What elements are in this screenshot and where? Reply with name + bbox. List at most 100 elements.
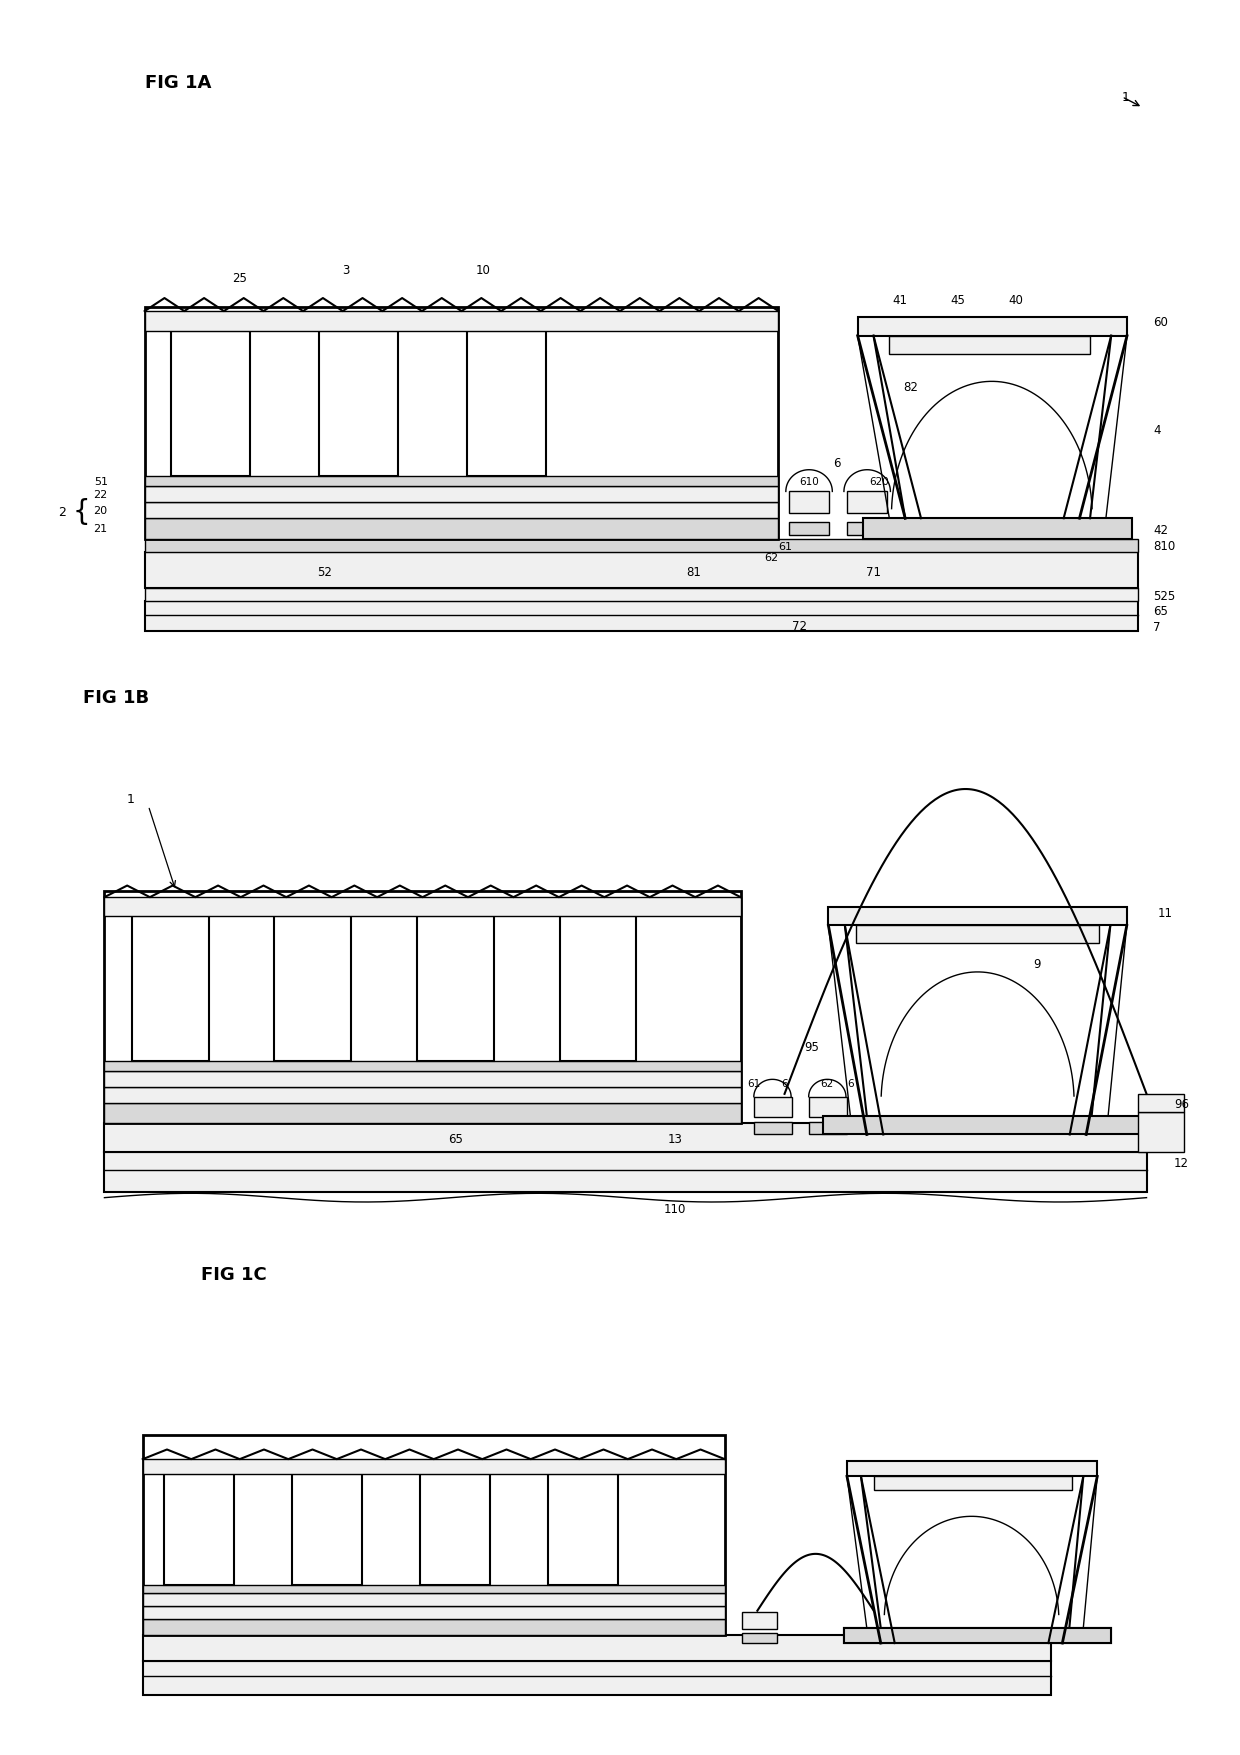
Text: 10: 10 — [475, 263, 490, 277]
Bar — [808, 1097, 847, 1118]
Text: 41: 41 — [893, 293, 908, 307]
Text: {: { — [72, 498, 91, 526]
Bar — [291, 1474, 362, 1585]
Bar — [104, 892, 740, 1123]
Bar — [847, 1462, 1097, 1476]
Bar — [823, 1116, 1141, 1135]
Bar — [145, 539, 1137, 553]
Text: 61: 61 — [748, 1078, 760, 1088]
Bar — [548, 1474, 618, 1585]
Bar — [145, 307, 779, 539]
Bar — [143, 1636, 1050, 1660]
Text: 525: 525 — [1153, 590, 1176, 602]
Bar — [1138, 1093, 1184, 1113]
Text: 65: 65 — [1153, 605, 1168, 618]
Text: 12: 12 — [1174, 1157, 1189, 1169]
Text: 20: 20 — [93, 505, 108, 516]
Text: 2: 2 — [58, 505, 66, 518]
Text: 110: 110 — [663, 1202, 686, 1216]
Text: FIG 1C: FIG 1C — [201, 1265, 267, 1283]
Text: 65: 65 — [448, 1132, 463, 1144]
Bar — [143, 1606, 724, 1620]
Bar — [319, 332, 398, 477]
Text: 6: 6 — [833, 456, 841, 470]
Bar — [171, 332, 250, 477]
Bar — [1138, 1113, 1184, 1153]
Text: 4: 4 — [1153, 425, 1161, 437]
Bar — [145, 504, 779, 519]
Bar — [863, 519, 1132, 539]
Text: 45: 45 — [951, 293, 966, 307]
Bar — [843, 1629, 1111, 1643]
Bar — [828, 907, 1127, 927]
Bar — [420, 1474, 490, 1585]
Text: 620: 620 — [869, 476, 889, 486]
Text: 11: 11 — [1157, 906, 1173, 920]
Text: 96: 96 — [1174, 1097, 1189, 1111]
Bar — [843, 1629, 1111, 1643]
Bar — [743, 1613, 777, 1629]
Bar — [847, 523, 888, 535]
Bar — [143, 1585, 724, 1594]
Bar — [559, 916, 636, 1062]
Bar — [417, 916, 494, 1062]
Text: 95: 95 — [805, 1041, 820, 1053]
Bar — [145, 553, 1137, 588]
Bar — [143, 1660, 1050, 1695]
Bar — [789, 523, 830, 535]
Text: 6: 6 — [781, 1078, 787, 1088]
Bar — [143, 1594, 724, 1606]
Bar — [274, 916, 351, 1062]
Bar — [104, 1123, 1147, 1153]
Bar — [789, 491, 830, 514]
Bar — [466, 332, 546, 477]
Text: 82: 82 — [903, 381, 918, 393]
Text: 13: 13 — [667, 1132, 682, 1144]
Bar — [131, 916, 208, 1062]
Bar — [145, 477, 779, 488]
Text: 71: 71 — [866, 565, 880, 579]
Bar — [145, 312, 779, 332]
Text: 61: 61 — [779, 542, 792, 551]
Text: 6: 6 — [847, 1078, 853, 1088]
Bar — [143, 1436, 724, 1636]
Bar — [104, 897, 740, 916]
Text: 22: 22 — [93, 490, 108, 500]
Text: 62: 62 — [764, 553, 779, 562]
Bar — [145, 519, 779, 539]
Text: 7: 7 — [1153, 620, 1161, 634]
Bar — [104, 1104, 740, 1123]
Text: 1: 1 — [126, 793, 134, 806]
Text: 1: 1 — [1122, 91, 1130, 104]
Text: 51: 51 — [94, 477, 108, 488]
Text: 40: 40 — [1008, 293, 1023, 307]
Bar — [104, 1072, 740, 1088]
Text: 610: 610 — [800, 476, 818, 486]
Bar — [104, 1088, 740, 1104]
Bar — [858, 318, 1127, 337]
Text: 25: 25 — [232, 272, 247, 284]
Bar — [889, 337, 1090, 355]
Bar — [743, 1634, 777, 1643]
Text: 72: 72 — [792, 620, 807, 632]
Bar — [856, 927, 1100, 944]
Bar — [874, 1476, 1071, 1490]
Text: FIG 1A: FIG 1A — [145, 74, 211, 93]
Text: 810: 810 — [1153, 541, 1176, 553]
Bar — [143, 1460, 724, 1474]
Text: 62: 62 — [821, 1078, 835, 1088]
Text: 9: 9 — [1033, 956, 1040, 971]
Text: FIG 1B: FIG 1B — [83, 688, 149, 707]
Bar — [104, 1062, 740, 1072]
Text: 21: 21 — [93, 525, 108, 534]
Bar — [847, 491, 888, 514]
Text: 42: 42 — [1153, 525, 1168, 537]
Bar — [145, 488, 779, 504]
Text: 3: 3 — [342, 263, 348, 277]
Bar — [145, 588, 1137, 602]
Bar — [164, 1474, 233, 1585]
Text: 52: 52 — [316, 565, 331, 579]
Text: 60: 60 — [1153, 316, 1168, 328]
Bar — [754, 1097, 792, 1118]
Bar — [754, 1123, 792, 1134]
